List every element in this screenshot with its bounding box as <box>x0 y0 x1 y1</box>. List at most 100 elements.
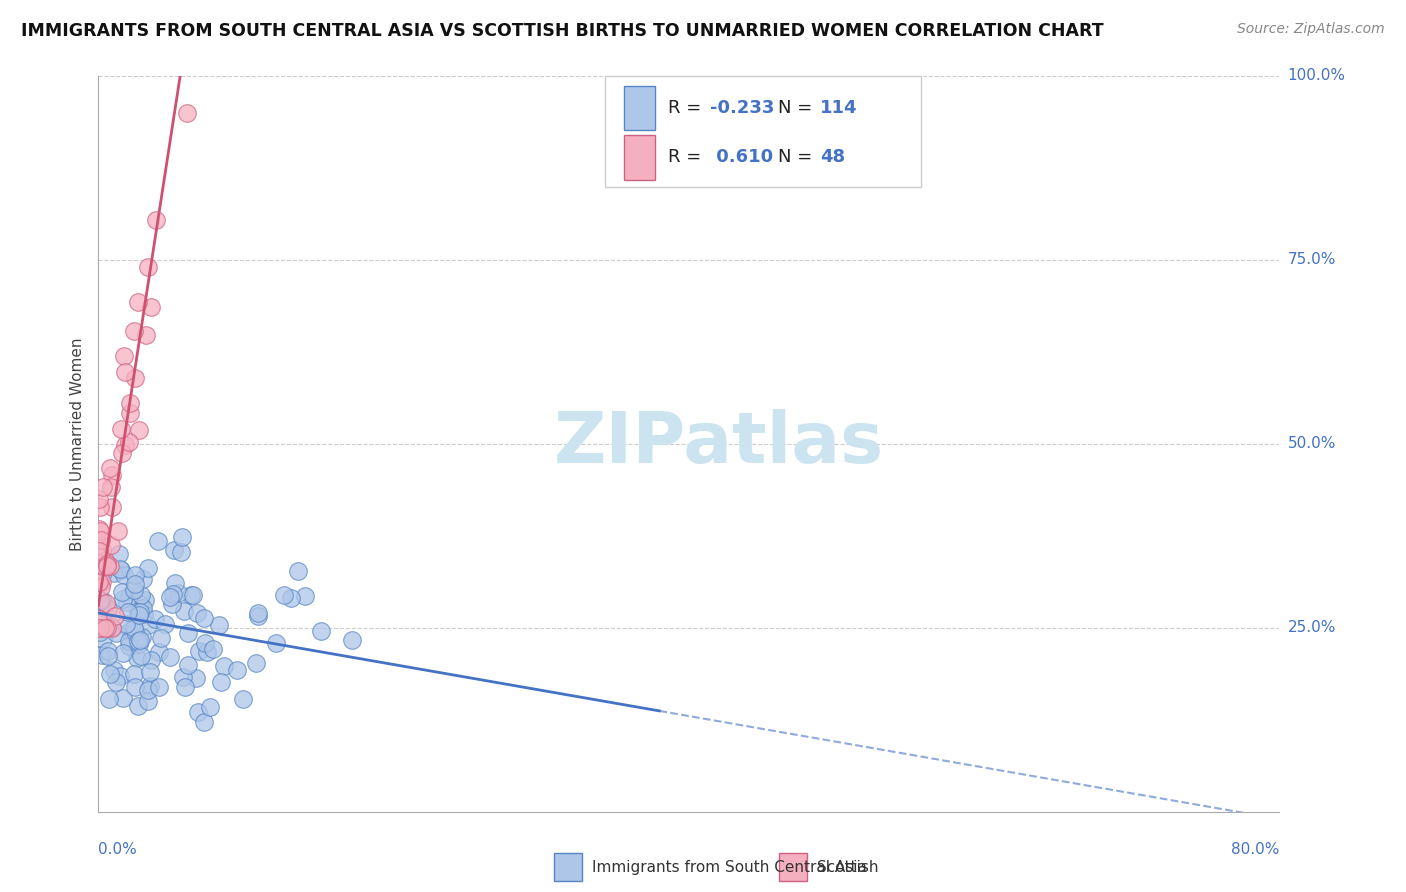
Text: 25.0%: 25.0% <box>1288 620 1336 635</box>
Point <box>105 675 128 690</box>
Point <box>124 576 146 591</box>
Point <box>176 105 198 120</box>
Point <box>103 566 125 581</box>
Point <box>97 649 120 664</box>
Text: -0.233: -0.233 <box>710 99 775 117</box>
Point <box>101 500 124 515</box>
Point <box>96 596 118 610</box>
Text: N =: N = <box>778 148 817 166</box>
Point <box>309 624 332 638</box>
Point <box>111 585 134 599</box>
Point <box>91 593 114 607</box>
Point <box>112 691 135 706</box>
Point <box>159 591 181 605</box>
Point <box>91 648 114 662</box>
Point <box>100 538 122 552</box>
Point <box>125 651 148 665</box>
Point <box>96 621 118 635</box>
Point <box>340 632 363 647</box>
Point <box>264 636 287 650</box>
Point <box>132 601 155 615</box>
Point <box>103 663 125 677</box>
Point <box>134 607 156 621</box>
Point <box>89 492 111 507</box>
Point <box>89 593 111 607</box>
Point <box>188 644 211 658</box>
Point <box>226 663 249 677</box>
Point <box>107 524 129 539</box>
Text: N =: N = <box>778 99 817 117</box>
Point <box>169 544 191 558</box>
Point <box>90 621 112 635</box>
Point <box>90 580 112 594</box>
Point <box>108 547 131 561</box>
Point <box>128 608 150 623</box>
Point <box>114 438 136 452</box>
Point <box>172 530 194 544</box>
Point <box>127 295 149 310</box>
Point <box>108 562 131 576</box>
Point <box>209 674 232 689</box>
Point <box>148 681 170 695</box>
Point <box>201 642 224 657</box>
Point <box>129 588 152 602</box>
Point <box>115 616 138 631</box>
Point <box>90 533 112 547</box>
Point <box>118 639 141 653</box>
Point <box>177 658 200 673</box>
Point <box>139 300 162 314</box>
Point <box>180 588 202 602</box>
Text: 114: 114 <box>820 99 858 117</box>
Point <box>114 365 136 379</box>
Point <box>118 634 141 648</box>
Point <box>159 649 181 664</box>
Point <box>280 591 302 605</box>
Point <box>124 681 146 695</box>
Point <box>129 598 152 612</box>
Point <box>89 524 111 538</box>
Point <box>111 646 134 660</box>
Point <box>89 522 111 536</box>
Point <box>111 446 134 460</box>
Text: IMMIGRANTS FROM SOUTH CENTRAL ASIA VS SCOTTISH BIRTHS TO UNMARRIED WOMEN CORRELA: IMMIGRANTS FROM SOUTH CENTRAL ASIA VS SC… <box>21 22 1104 40</box>
Point <box>120 407 142 421</box>
Point <box>198 699 221 714</box>
Point <box>91 559 114 574</box>
Point <box>128 423 150 437</box>
Point <box>139 679 162 693</box>
Point <box>93 553 115 567</box>
Point <box>193 611 215 625</box>
Point <box>134 592 156 607</box>
Point <box>122 582 145 597</box>
Point <box>110 563 132 577</box>
Point <box>120 624 142 639</box>
Point <box>136 260 159 274</box>
Point <box>208 618 231 632</box>
Point <box>148 645 170 659</box>
Point <box>93 632 115 646</box>
Text: 80.0%: 80.0% <box>1232 842 1279 857</box>
Point <box>124 324 146 338</box>
Point <box>177 625 200 640</box>
Point <box>131 630 153 644</box>
Point <box>91 480 114 494</box>
Point <box>91 566 114 580</box>
Point <box>118 590 141 604</box>
Point <box>124 624 146 639</box>
Point <box>114 568 136 582</box>
Point <box>90 594 112 608</box>
Point <box>184 671 207 685</box>
Point <box>91 615 114 629</box>
Text: 0.0%: 0.0% <box>98 842 138 857</box>
Point <box>89 575 111 590</box>
Point <box>128 637 150 651</box>
Point <box>89 621 111 635</box>
Point <box>96 557 118 571</box>
Point <box>131 649 153 664</box>
Point <box>128 632 150 647</box>
Text: Immigrants from South Central Asia: Immigrants from South Central Asia <box>592 860 868 874</box>
Point <box>195 645 218 659</box>
Text: 100.0%: 100.0% <box>1288 69 1346 83</box>
Point <box>89 625 111 640</box>
Point <box>273 588 295 602</box>
